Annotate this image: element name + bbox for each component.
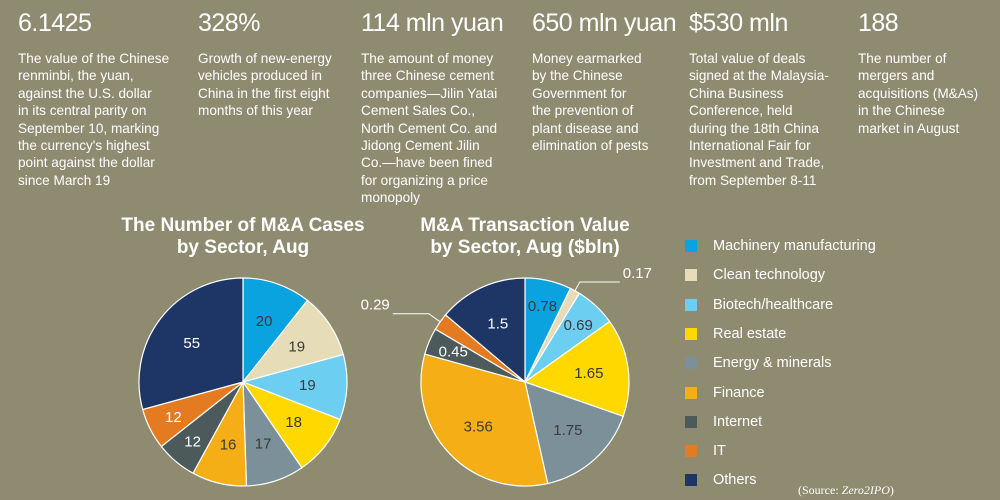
legend-label: Internet bbox=[713, 413, 763, 430]
chart-title-value: M&A Transaction Value by Sector, Aug ($b… bbox=[420, 215, 630, 258]
value-slice-energy-minerals bbox=[524, 381, 624, 485]
stat-value: 328% bbox=[198, 9, 260, 37]
value-label-real-estate: 1.65 bbox=[574, 365, 603, 382]
cases-label-it: 12 bbox=[165, 409, 182, 426]
stat-description: Growth of new-energy vehicles produced in… bbox=[198, 51, 332, 119]
stat-value: 650 mln yuan bbox=[532, 9, 677, 37]
cases-slice-others bbox=[138, 277, 244, 411]
value-label-finance: 3.56 bbox=[464, 418, 493, 435]
legend-swatch bbox=[685, 386, 697, 399]
legend-label: Others bbox=[713, 472, 757, 489]
legend-swatch bbox=[685, 357, 697, 370]
source-note: (Source: Zero2IPO) bbox=[798, 483, 894, 497]
cases-label-machinery-manufacturing: 20 bbox=[256, 313, 273, 330]
legend-label: Energy & minerals bbox=[713, 355, 832, 372]
stat-malaysia-deals: $530 mln Total value of deals signed at t… bbox=[689, 8, 854, 189]
legend-swatch bbox=[685, 327, 697, 340]
value-label-clean-technology: 0.17 bbox=[623, 265, 652, 282]
stat-description: The amount of money three Chinese cement c… bbox=[361, 51, 498, 206]
stat-description: Money earmarked by the Chinese Government … bbox=[532, 51, 649, 154]
stat-description: Total value of deals signed at the Malays… bbox=[689, 51, 829, 188]
value-label-biotech-healthcare: 0.69 bbox=[564, 317, 593, 334]
cases-label-others: 55 bbox=[183, 335, 200, 352]
stat-ma-count: 188 The number of mergers and acquisitions… bbox=[858, 8, 998, 137]
legend-swatch bbox=[685, 445, 697, 458]
stat-yuan-rate: 6.1425 The value of the Chinese renminbi,… bbox=[18, 8, 188, 189]
legend-swatch bbox=[685, 269, 697, 282]
value-label-it: 0.29 bbox=[361, 297, 390, 314]
cases-label-internet: 12 bbox=[184, 434, 201, 451]
value-leader-clean-technology bbox=[574, 281, 620, 292]
cases-label-clean-technology: 19 bbox=[288, 338, 305, 355]
legend-label: Real estate bbox=[713, 325, 787, 342]
cases-label-real-estate: 18 bbox=[285, 414, 302, 431]
legend-label: Clean technology bbox=[713, 267, 826, 284]
stat-description: The number of mergers and acquisitions (M&… bbox=[858, 51, 979, 136]
legend-label: IT bbox=[713, 443, 726, 460]
value-label-energy-minerals: 1.75 bbox=[553, 422, 582, 439]
stat-value: 6.1425 bbox=[18, 9, 92, 37]
cases-label-energy-minerals: 17 bbox=[255, 435, 272, 452]
value-leader-it bbox=[392, 313, 441, 323]
chart-title-cases: The Number of M&A Cases by Sector, Aug bbox=[121, 215, 365, 258]
stat-value: $530 mln bbox=[689, 9, 788, 37]
stat-value: 114 mln yuan bbox=[361, 9, 504, 37]
legend-swatch bbox=[685, 415, 697, 428]
stat-value: 188 bbox=[858, 9, 899, 37]
value-slice-real-estate bbox=[523, 320, 630, 418]
legend-swatch bbox=[685, 240, 697, 252]
stat-pest-fund: 650 mln yuan Money earmarked by the Chine… bbox=[532, 8, 682, 154]
cases-label-biotech-healthcare: 19 bbox=[299, 377, 316, 394]
cases-label-finance: 16 bbox=[220, 437, 237, 454]
legend-swatch bbox=[685, 474, 697, 487]
stat-nev-growth: 328% Growth of new-energy vehicles produc… bbox=[198, 8, 358, 120]
value-label-others: 1.5 bbox=[487, 316, 508, 333]
stat-description: The value of the Chinese renminbi, the yu… bbox=[18, 51, 170, 188]
value-label-internet: 0.45 bbox=[439, 343, 468, 360]
legend-label: Biotech/healthcare bbox=[713, 296, 834, 313]
legend-label: Finance bbox=[713, 384, 765, 401]
value-slice-others bbox=[444, 277, 526, 384]
cases-slice-machinery-manufacturing bbox=[242, 277, 309, 384]
value-label-machinery-manufacturing: 0.78 bbox=[528, 298, 557, 315]
legend-label: Machinery manufacturing bbox=[713, 238, 876, 254]
legend-swatch bbox=[685, 298, 697, 311]
value-slice-finance bbox=[420, 353, 549, 487]
stat-cement-fine: 114 mln yuan The amount of money three Ch… bbox=[361, 8, 526, 207]
